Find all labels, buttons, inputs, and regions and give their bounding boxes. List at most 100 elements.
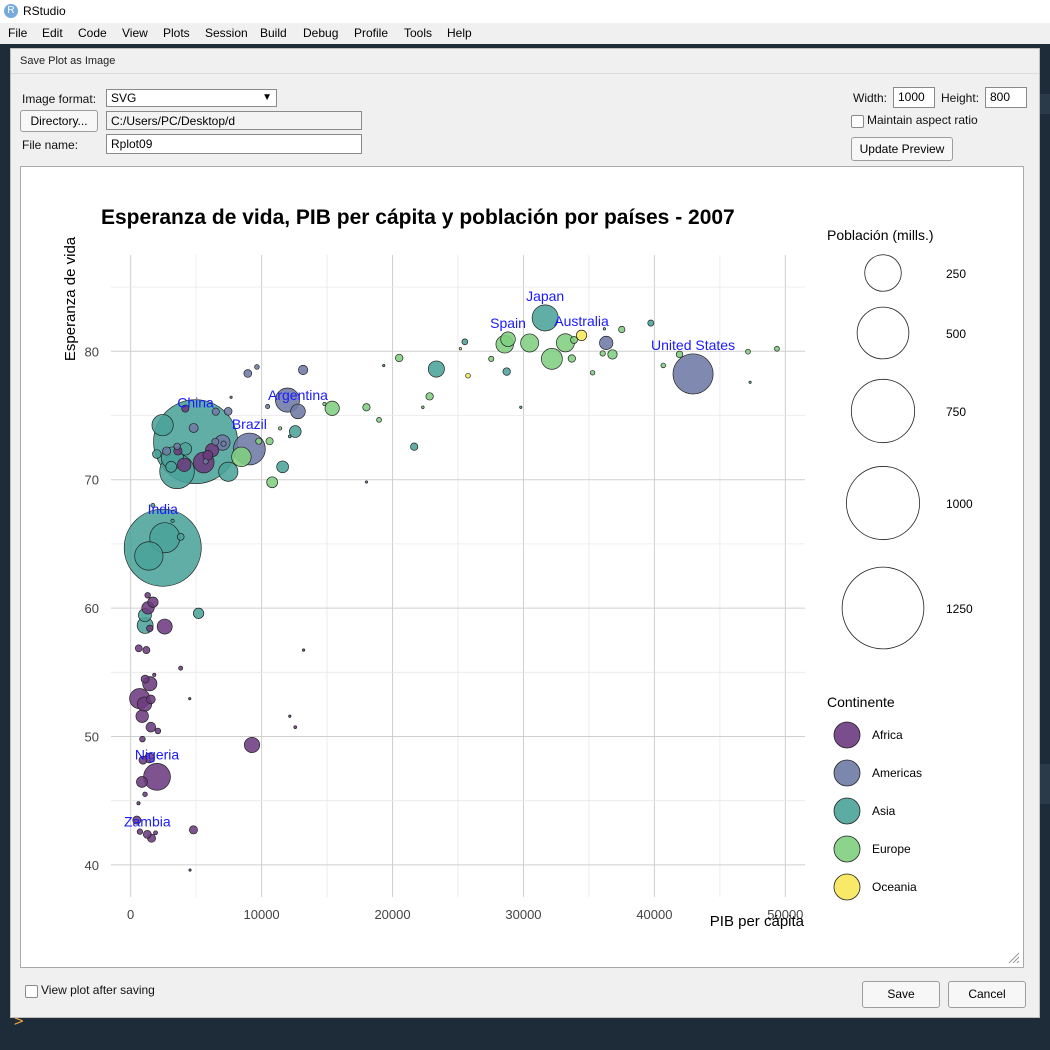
image-format-select[interactable]: SVG ▼ [106, 89, 277, 107]
image-format-value: SVG [111, 91, 137, 105]
image-format-label: Image format: [22, 92, 97, 106]
color-legend-label: Africa [872, 728, 903, 742]
data-point [147, 596, 159, 608]
data-point [302, 648, 306, 652]
menu-session[interactable]: Session [205, 26, 248, 40]
resize-grip-icon[interactable] [1006, 950, 1020, 964]
color-legend-swatch [833, 873, 861, 901]
y-tick-label: 40 [85, 858, 99, 873]
menu-code[interactable]: Code [78, 26, 107, 40]
size-legend-label: 250 [946, 267, 966, 281]
data-point [189, 825, 198, 835]
menu-tools[interactable]: Tools [404, 26, 433, 40]
height-input[interactable]: 800 [985, 87, 1027, 108]
plot-axes: 0 10000 20000 30000 40000 50000 40 50 60 70 80 [85, 344, 804, 922]
data-point [362, 403, 371, 412]
data-point [136, 801, 141, 806]
data-point [142, 791, 148, 797]
data-point [136, 776, 148, 788]
size-legend-circle [850, 378, 916, 444]
size-legend-label: 1250 [946, 602, 973, 616]
data-point [519, 405, 523, 409]
x-tick-label: 50000 [767, 907, 803, 922]
data-point [142, 830, 152, 839]
color-legend: Continente Africa Americas Asia Europe Ocean… [827, 694, 922, 901]
menu-help[interactable]: Help [447, 26, 472, 40]
data-point [178, 665, 184, 671]
data-point [675, 350, 684, 359]
save-button[interactable]: Save [862, 981, 940, 1008]
menu-plots[interactable]: Plots [163, 26, 190, 40]
data-point [231, 446, 252, 467]
country-label: United States [651, 337, 735, 353]
data-point [322, 401, 327, 406]
size-legend-circle [841, 566, 925, 650]
data-point [425, 392, 434, 401]
color-legend-swatch [833, 759, 861, 787]
menu-view[interactable]: View [122, 26, 148, 40]
data-point [146, 694, 156, 705]
directory-button[interactable]: Directory... [20, 110, 98, 132]
data-point [229, 395, 233, 399]
window-titlebar: R RStudio [0, 0, 1050, 23]
update-preview-button[interactable]: Update Preview [851, 137, 953, 161]
width-input[interactable]: 1000 [893, 87, 935, 108]
data-point [660, 362, 666, 369]
data-point [140, 674, 150, 684]
data-point [145, 721, 157, 733]
data-point [132, 815, 142, 825]
menu-file[interactable]: File [8, 26, 28, 40]
x-tick-label: 40000 [636, 907, 672, 922]
plot-points [123, 304, 780, 872]
data-point [602, 327, 606, 331]
data-point [254, 364, 260, 370]
data-point [152, 672, 157, 677]
menu-profile[interactable]: Profile [354, 26, 389, 40]
data-point [243, 369, 253, 378]
rstudio-logo-icon: R [4, 4, 18, 18]
data-point [188, 697, 192, 701]
data-point [290, 403, 306, 420]
data-point [170, 518, 175, 523]
plot-grid [111, 255, 805, 897]
data-point [150, 503, 156, 508]
data-point [618, 325, 626, 334]
size-legend-circle [856, 306, 910, 360]
menubar: File Edit Code View Plots Session Build … [0, 23, 1050, 45]
data-point [745, 348, 751, 355]
view-after-saving-checkbox[interactable] [25, 985, 38, 998]
data-point [243, 736, 261, 753]
plot-preview: China India United States Japan Brazil Spain A… [20, 166, 1024, 968]
size-legend-circle [864, 254, 902, 292]
data-point [188, 423, 199, 433]
data-point [192, 607, 205, 619]
maintain-aspect-checkbox[interactable] [851, 115, 864, 128]
save-plot-dialog: Save Plot as Image Image format: SVG ▼ D… [10, 48, 1040, 1018]
color-legend-label: Asia [872, 804, 896, 818]
color-legend-title: Continente [827, 694, 895, 710]
data-point [136, 828, 143, 835]
data-point [567, 354, 576, 363]
cancel-button[interactable]: Cancel [948, 981, 1026, 1008]
width-label: Width: [853, 91, 888, 105]
data-point [465, 372, 471, 379]
data-point [223, 407, 233, 416]
data-point [500, 331, 516, 347]
data-point [265, 404, 271, 409]
data-point [410, 442, 419, 451]
view-after-saving-label: View plot after saving [41, 983, 155, 997]
data-point [177, 457, 192, 472]
data-point [218, 461, 239, 482]
menu-edit[interactable]: Edit [42, 26, 63, 40]
menu-debug[interactable]: Debug [303, 26, 339, 40]
y-tick-label: 80 [85, 344, 99, 359]
file-name-input[interactable]: Rplot09 [106, 134, 362, 154]
size-legend-title: Población (mills.) [827, 227, 934, 243]
data-point [144, 592, 151, 599]
menu-build[interactable]: Build [260, 26, 287, 40]
data-point [427, 360, 445, 378]
dialog-header [11, 49, 1039, 74]
y-tick-label: 60 [85, 601, 99, 616]
data-point [165, 461, 177, 473]
data-point [570, 336, 578, 344]
